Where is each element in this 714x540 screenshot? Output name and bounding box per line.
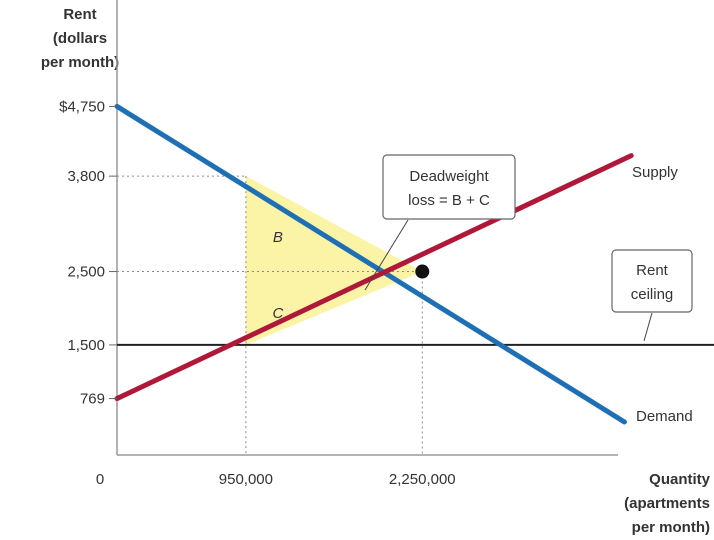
x-axis-title-line-2: (apartments <box>624 495 710 512</box>
x-axis-title-line-3: per month) <box>632 519 710 536</box>
ceiling-callout-box <box>611 249 693 313</box>
x-axis-title-line-1: Quantity <box>649 471 710 488</box>
x-tick-labels: 950,000 2,250,000 <box>219 471 456 488</box>
y-axis-title-line-3: per month) <box>41 54 119 71</box>
ceiling-leader <box>643 312 653 342</box>
callout-box <box>382 154 516 220</box>
y-axis-title-line-1: Rent <box>63 6 96 23</box>
demand-label: Demand <box>636 408 693 425</box>
ceiling-label-line-2: ceiling <box>631 286 674 303</box>
ceiling-label-line-1: Rent <box>636 262 669 279</box>
x-tick-label: 950,000 <box>219 471 273 488</box>
y-tick-label: 2,500 <box>67 264 105 281</box>
area-c-label: C <box>272 305 283 322</box>
x-tick-label: 2,250,000 <box>389 471 456 488</box>
y-tick-labels: $4,750 3,800 2,500 1,500 769 <box>59 98 117 408</box>
y-tick-label: 1,500 <box>67 337 105 354</box>
equilibrium-point <box>415 264 430 279</box>
guide-lines <box>117 175 423 455</box>
y-axis-title-line-2: (dollars <box>53 30 107 47</box>
y-tick-label: $4,750 <box>59 98 105 115</box>
demand-curve <box>114 103 627 425</box>
callout-leader <box>364 219 409 291</box>
y-tick-label: 769 <box>80 391 105 408</box>
supply-label: Supply <box>632 164 678 181</box>
origin-label: 0 <box>96 471 104 488</box>
supply-curve <box>114 153 634 402</box>
callout-line-1: Deadweight <box>409 168 489 185</box>
callout-line-2: loss = B + C <box>408 192 490 209</box>
area-b-label: B <box>273 229 283 246</box>
deadweight-loss-area <box>245 176 423 345</box>
y-tick-label: 3,800 <box>67 168 105 185</box>
